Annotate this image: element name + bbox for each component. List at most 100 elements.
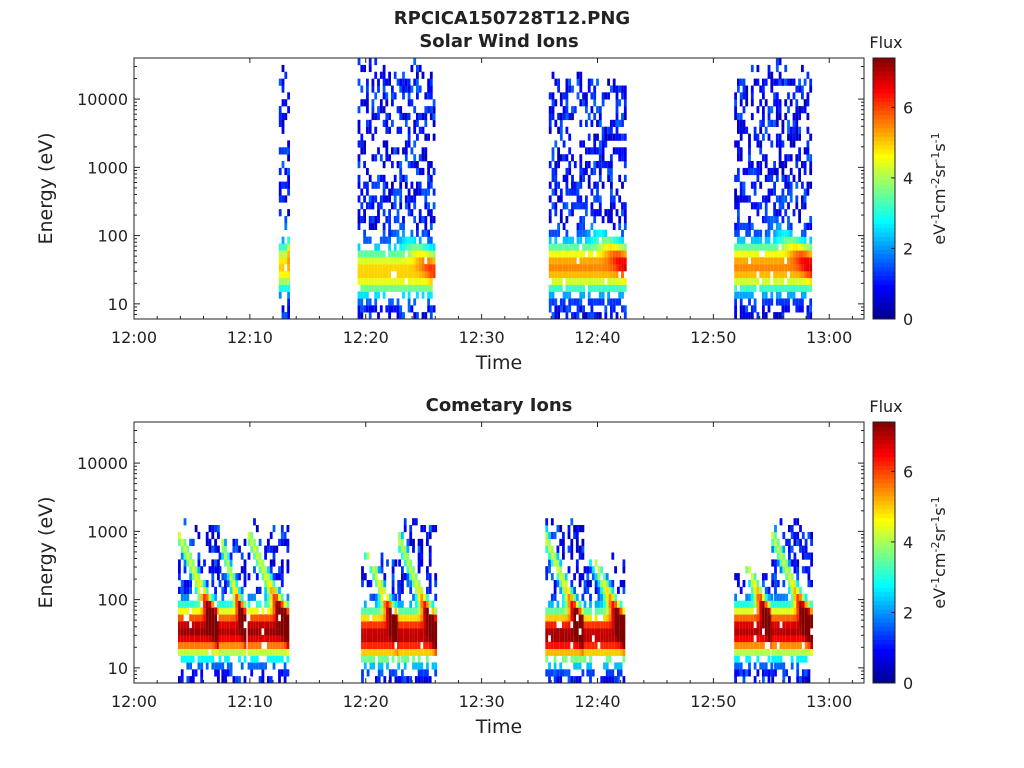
heatmap-cell (238, 593, 241, 601)
heatmap-cell (421, 257, 425, 265)
heatmap-cell (778, 58, 782, 66)
heatmap-cell (550, 641, 554, 649)
heatmap-cell (253, 634, 256, 643)
heatmap-cell (778, 161, 782, 169)
heatmap-cell (750, 641, 754, 649)
colorbar-tick-label: 2 (903, 239, 913, 258)
heatmap-cell (596, 209, 599, 217)
heatmap-cell (565, 106, 569, 114)
heatmap-cell (554, 209, 558, 217)
heatmap-cell (205, 662, 209, 670)
heatmap-cell (208, 600, 212, 608)
heatmap-cell (784, 112, 788, 121)
heatmap-cell (737, 655, 740, 663)
heatmap-cell (398, 634, 401, 643)
heatmap-cell (581, 552, 585, 560)
heatmap-cell (269, 586, 273, 594)
heatmap-cell (432, 257, 436, 265)
heatmap-cell (416, 277, 419, 285)
heatmap-cell (753, 573, 757, 581)
heatmap-cell (420, 662, 424, 670)
heatmap-cell (801, 195, 804, 203)
heatmap-cell (788, 607, 791, 615)
heatmap-cell (247, 552, 251, 560)
heatmap-cell (567, 648, 571, 656)
heatmap-cell (753, 580, 757, 588)
heatmap-cell (183, 580, 187, 588)
heatmap-cell (186, 586, 190, 594)
heatmap-cell (562, 593, 565, 601)
heatmap-cell (434, 648, 438, 656)
heatmap-cell (734, 174, 737, 182)
heatmap-cell (368, 236, 372, 244)
heatmap-cell (573, 573, 576, 581)
heatmap-cell (809, 216, 813, 224)
heatmap-cell (391, 277, 394, 285)
heatmap-cell (771, 531, 775, 540)
heatmap-cell (557, 284, 560, 292)
heatmap-cell (283, 614, 287, 622)
heatmap-cell (214, 538, 217, 546)
heatmap-cell (396, 250, 400, 258)
heatmap-cell (784, 181, 788, 189)
heatmap-cell (764, 250, 768, 258)
heatmap-cell (764, 229, 768, 237)
heatmap-cell (278, 167, 282, 176)
heatmap-cell (402, 147, 405, 155)
heatmap-cell (399, 188, 403, 196)
heatmap-cell (556, 600, 560, 608)
heatmap-cell (278, 641, 281, 649)
heatmap-cell (559, 525, 563, 533)
heatmap-cell (412, 607, 415, 615)
heatmap-cell (211, 559, 215, 567)
heatmap-cell (776, 552, 780, 560)
heatmap-cell (795, 250, 799, 258)
heatmap-cell (792, 133, 796, 141)
heatmap-cell (551, 202, 555, 210)
colorbar-segment (873, 678, 895, 684)
heatmap-cell (801, 270, 804, 279)
heatmap-cell (287, 147, 290, 155)
heatmap-cell (407, 133, 411, 141)
heatmap-cell (622, 634, 626, 643)
heatmap-cell (739, 669, 743, 677)
heatmap-cell (360, 85, 364, 93)
heatmap-cell (258, 628, 262, 636)
heatmap-cell (191, 621, 195, 629)
heatmap-cell (548, 161, 552, 169)
heatmap-cell (183, 621, 187, 629)
heatmap-cell (178, 538, 181, 546)
heatmap-cell (562, 270, 566, 279)
heatmap-cell (578, 648, 582, 656)
heatmap-cell (388, 250, 391, 258)
heatmap-cell (601, 298, 605, 306)
heatmap-cell (372, 573, 375, 581)
heatmap-cell (363, 607, 367, 615)
heatmap-cell (275, 600, 279, 608)
heatmap-cell (394, 600, 398, 608)
heatmap-cell (770, 216, 774, 224)
heatmap-cell (801, 229, 804, 237)
heatmap-cell (403, 634, 407, 643)
heatmap-cell (224, 538, 227, 546)
heatmap-cell (379, 277, 383, 285)
heatmap-cell (759, 167, 763, 176)
y-tick-label: 10000 (77, 454, 128, 473)
heatmap-cell (756, 236, 760, 244)
heatmap-cell (243, 628, 247, 636)
heatmap-cell (559, 126, 563, 134)
heatmap-cell (383, 628, 387, 636)
panel-title-solar-wind: Solar Wind Ions (419, 31, 579, 52)
heatmap-cell (410, 161, 414, 169)
heatmap-cell (565, 85, 569, 93)
colorbar-segment (873, 205, 895, 211)
heatmap-cell (787, 78, 790, 86)
heatmap-cell (745, 126, 749, 134)
heatmap-cell (377, 277, 380, 285)
heatmap-cell (559, 573, 563, 581)
heatmap-cell (742, 236, 746, 244)
heatmap-cell (737, 78, 740, 86)
heatmap-cell (779, 641, 783, 649)
heatmap-cell (614, 621, 617, 629)
heatmap-cell (782, 648, 786, 656)
